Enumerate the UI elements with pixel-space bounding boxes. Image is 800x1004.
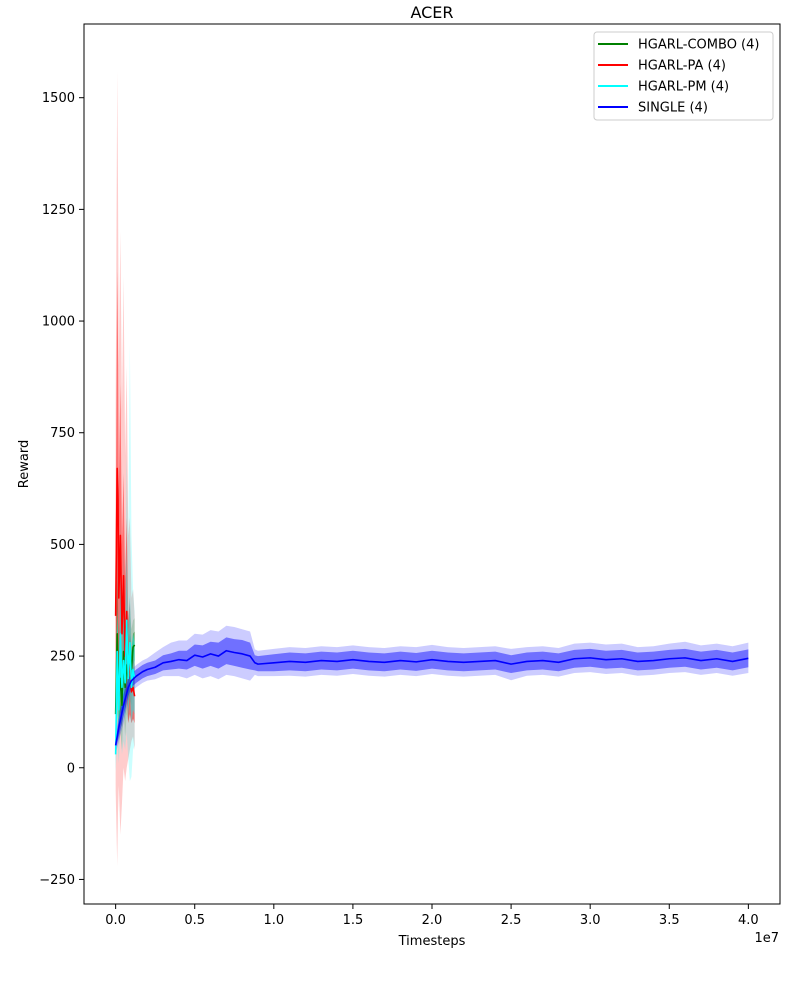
y-axis-ticks: −250 0 250 500 750 1000 1250 1500 bbox=[39, 91, 84, 888]
y-axis-label: Reward bbox=[17, 440, 32, 488]
y-tick-label: 0 bbox=[67, 761, 75, 776]
x-tick-label: 3.0 bbox=[580, 913, 601, 928]
y-tick-label: 1000 bbox=[42, 315, 75, 330]
y-tick-label: 250 bbox=[50, 650, 75, 665]
x-tick-label: 1.0 bbox=[263, 913, 284, 928]
x-tick-label: 1.5 bbox=[343, 913, 364, 928]
x-axis-offset-label: 1e7 bbox=[754, 931, 779, 946]
y-tick-label: 1500 bbox=[42, 91, 75, 106]
y-tick-label: 1250 bbox=[42, 203, 75, 218]
series-inner-band-single bbox=[115, 637, 749, 750]
legend-box bbox=[593, 31, 774, 121]
series-inner-band-hgarl-pa bbox=[115, 269, 135, 724]
legend-label-single: SINGLE (4) bbox=[638, 101, 708, 116]
series-line-single bbox=[114, 649, 749, 746]
legend-label-hgarl-combo: HGARL-COMBO (4) bbox=[638, 38, 759, 53]
x-tick-label: 0.5 bbox=[184, 913, 205, 928]
x-tick-label: 0.0 bbox=[105, 913, 126, 928]
series-lines bbox=[114, 467, 749, 755]
x-axis-ticks: 0.0 0.5 1.0 1.5 2.0 2.5 3.0 3.5 4.0 bbox=[105, 904, 759, 928]
series-inner-band-hgarl-combo bbox=[115, 580, 135, 741]
series-line-hgarl-pm bbox=[114, 619, 136, 755]
x-tick-label: 2.5 bbox=[501, 913, 522, 928]
chart-title: ACER bbox=[410, 3, 453, 22]
x-tick-label: 2.0 bbox=[422, 913, 443, 928]
x-axis-label: Timesteps bbox=[398, 934, 466, 949]
legend-label-hgarl-pa: HGARL-PA (4) bbox=[638, 59, 726, 74]
legend: HGARL-COMBO (4) HGARL-PA (4) HGARL-PM (4) S… bbox=[593, 31, 774, 121]
x-tick-label: 3.5 bbox=[659, 913, 680, 928]
legend-label-hgarl-pm: HGARL-PM (4) bbox=[638, 80, 729, 95]
y-tick-label: −250 bbox=[39, 873, 75, 888]
y-tick-label: 750 bbox=[50, 426, 75, 441]
y-tick-label: 500 bbox=[50, 538, 75, 553]
x-tick-label: 4.0 bbox=[738, 913, 759, 928]
